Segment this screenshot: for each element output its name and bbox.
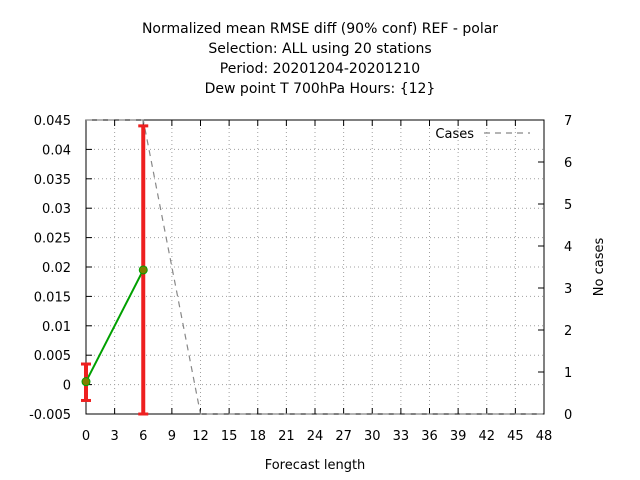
y-tick-label: 0.045 [34,114,71,129]
x-tick-label: 42 [478,429,495,444]
x-tick-label: 9 [168,429,176,444]
rmse-diff-line [85,269,145,383]
x-tick-label: 48 [536,429,553,444]
y-tick-label: 0.025 [34,232,71,247]
x-tick-label: 21 [278,429,295,444]
x-tick-label: 18 [249,429,266,444]
x-tick-label: 3 [110,429,118,444]
data-point [81,377,91,387]
x-tick-label: 12 [192,429,209,444]
x-tick-label: 6 [139,429,147,444]
plot-frame [85,119,545,415]
y-tick-label: 0.015 [34,290,71,305]
y2-tick-label: 6 [564,156,572,171]
chart-title-line-2: Selection: ALL using 20 stations [208,41,432,57]
x-tick-label: 24 [307,429,324,444]
y2-tick-label: 1 [564,366,572,381]
y-tick-label: 0.01 [42,320,71,335]
legend-label-cases: Cases [435,127,474,142]
y2-tick-label: 2 [564,324,572,339]
y-tick-label: 0 [63,379,71,394]
y-tick-label: 0.035 [34,173,71,188]
data-point [138,265,148,275]
chart-title-line-4: Dew point T 700hPa Hours: {12} [204,81,436,97]
x-tick-label: 36 [421,429,438,444]
chart-title-line-3: Period: 20201204-20201210 [219,61,421,77]
x-tick-label: 30 [364,429,381,444]
y2-tick-label: 0 [564,408,572,423]
x-tick-label: 15 [221,429,238,444]
x-tick-label: 27 [335,429,352,444]
y2-tick-label: 5 [564,198,572,213]
y2-tick-label: 4 [564,240,572,255]
x-tick-label: 39 [450,429,467,444]
y-tick-label: 0.005 [34,349,71,364]
y2-tick-label: 7 [564,114,572,129]
y2-axis-label: No cases [592,238,607,297]
chart-title-line-1: Normalized mean RMSE diff (90% conf) REF… [141,21,499,37]
x-tick-label: 0 [82,429,90,444]
y-tick-label: 0.04 [42,143,71,158]
x-tick-label: 45 [507,429,524,444]
y-tick-label: 0.02 [42,261,71,276]
cases-line [86,119,544,415]
y2-tick-label: 3 [564,282,572,297]
x-axis-label: Forecast length [265,458,366,473]
y-tick-label: 0.03 [42,202,71,217]
x-tick-label: 33 [393,429,410,444]
y-tick-label: -0.005 [29,408,71,423]
